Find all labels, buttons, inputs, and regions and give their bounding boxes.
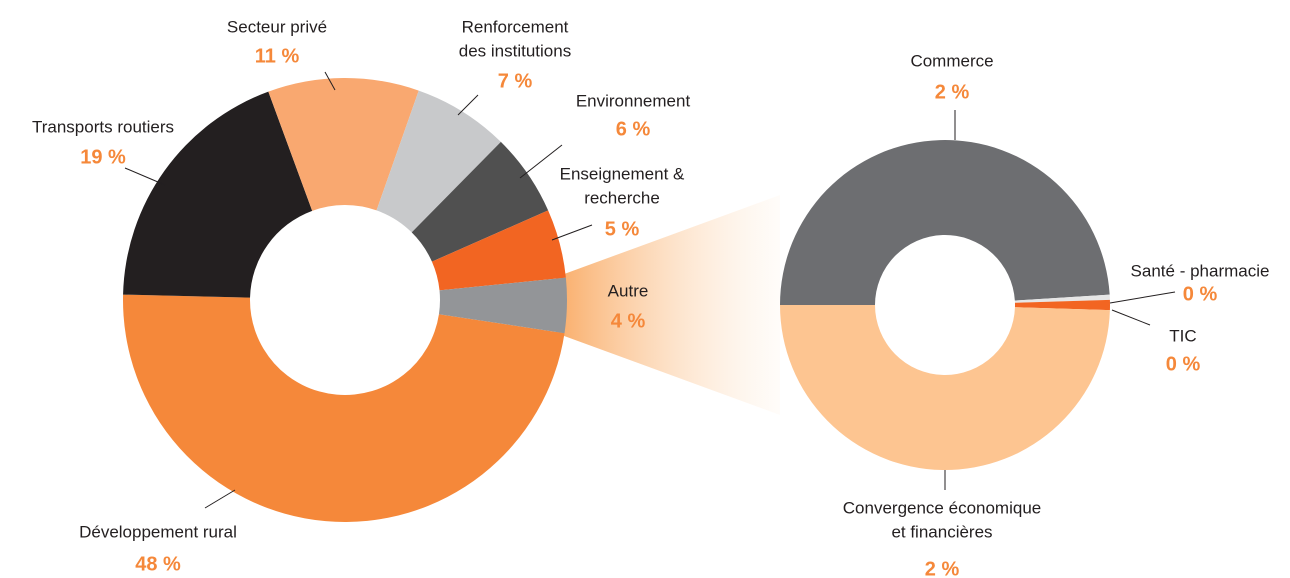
- value-label: 6 %: [616, 118, 651, 140]
- slice: [268, 78, 419, 211]
- slice-label: des institutions: [459, 41, 571, 60]
- slice-label: Enseignement &: [560, 164, 685, 183]
- value-label: 48 %: [135, 553, 181, 575]
- leader-line: [1111, 309, 1151, 326]
- slice-label: Convergence économique: [843, 498, 1041, 517]
- slice-label: Renforcement: [462, 17, 569, 36]
- leader-line: [204, 489, 236, 509]
- slice: [123, 91, 313, 298]
- leader-line: [519, 144, 563, 179]
- slice-label: Développement rural: [79, 522, 237, 541]
- slice: [780, 305, 1110, 470]
- value-label: 2 %: [935, 81, 970, 103]
- slice-label: Santé - pharmacie: [1131, 261, 1270, 280]
- value-label: 19 %: [80, 146, 126, 168]
- value-label: 5 %: [605, 218, 640, 240]
- slice-label: Autre: [608, 281, 649, 300]
- slice: [438, 277, 567, 334]
- slice: [780, 139, 1110, 305]
- value-label: 4 %: [611, 310, 646, 332]
- leader-line: [124, 167, 166, 186]
- slice-label: TIC: [1169, 326, 1196, 345]
- slice: [411, 141, 549, 262]
- slice-label: Environnement: [576, 91, 691, 110]
- value-label: 7 %: [498, 70, 533, 92]
- slice: [122, 294, 565, 523]
- slice-label: recherche: [584, 188, 660, 207]
- slice: [1014, 294, 1110, 303]
- zoom-band: [556, 195, 780, 415]
- slice-label: Secteur privé: [227, 17, 327, 36]
- slice-label: Transports routiers: [32, 117, 174, 136]
- value-label: 11 %: [255, 45, 300, 67]
- value-label: 2 %: [925, 558, 960, 578]
- leader-line: [457, 94, 479, 116]
- leader-line: [551, 224, 593, 241]
- leader-line: [1109, 291, 1176, 304]
- leader-line: [324, 71, 336, 91]
- slice: [376, 90, 501, 233]
- value-label: 0 %: [1166, 353, 1201, 375]
- slice: [1014, 299, 1110, 311]
- value-label: 0 %: [1183, 283, 1218, 305]
- slice-label: et financières: [891, 522, 992, 541]
- slice-label: Commerce: [910, 51, 993, 70]
- slice: [431, 210, 566, 291]
